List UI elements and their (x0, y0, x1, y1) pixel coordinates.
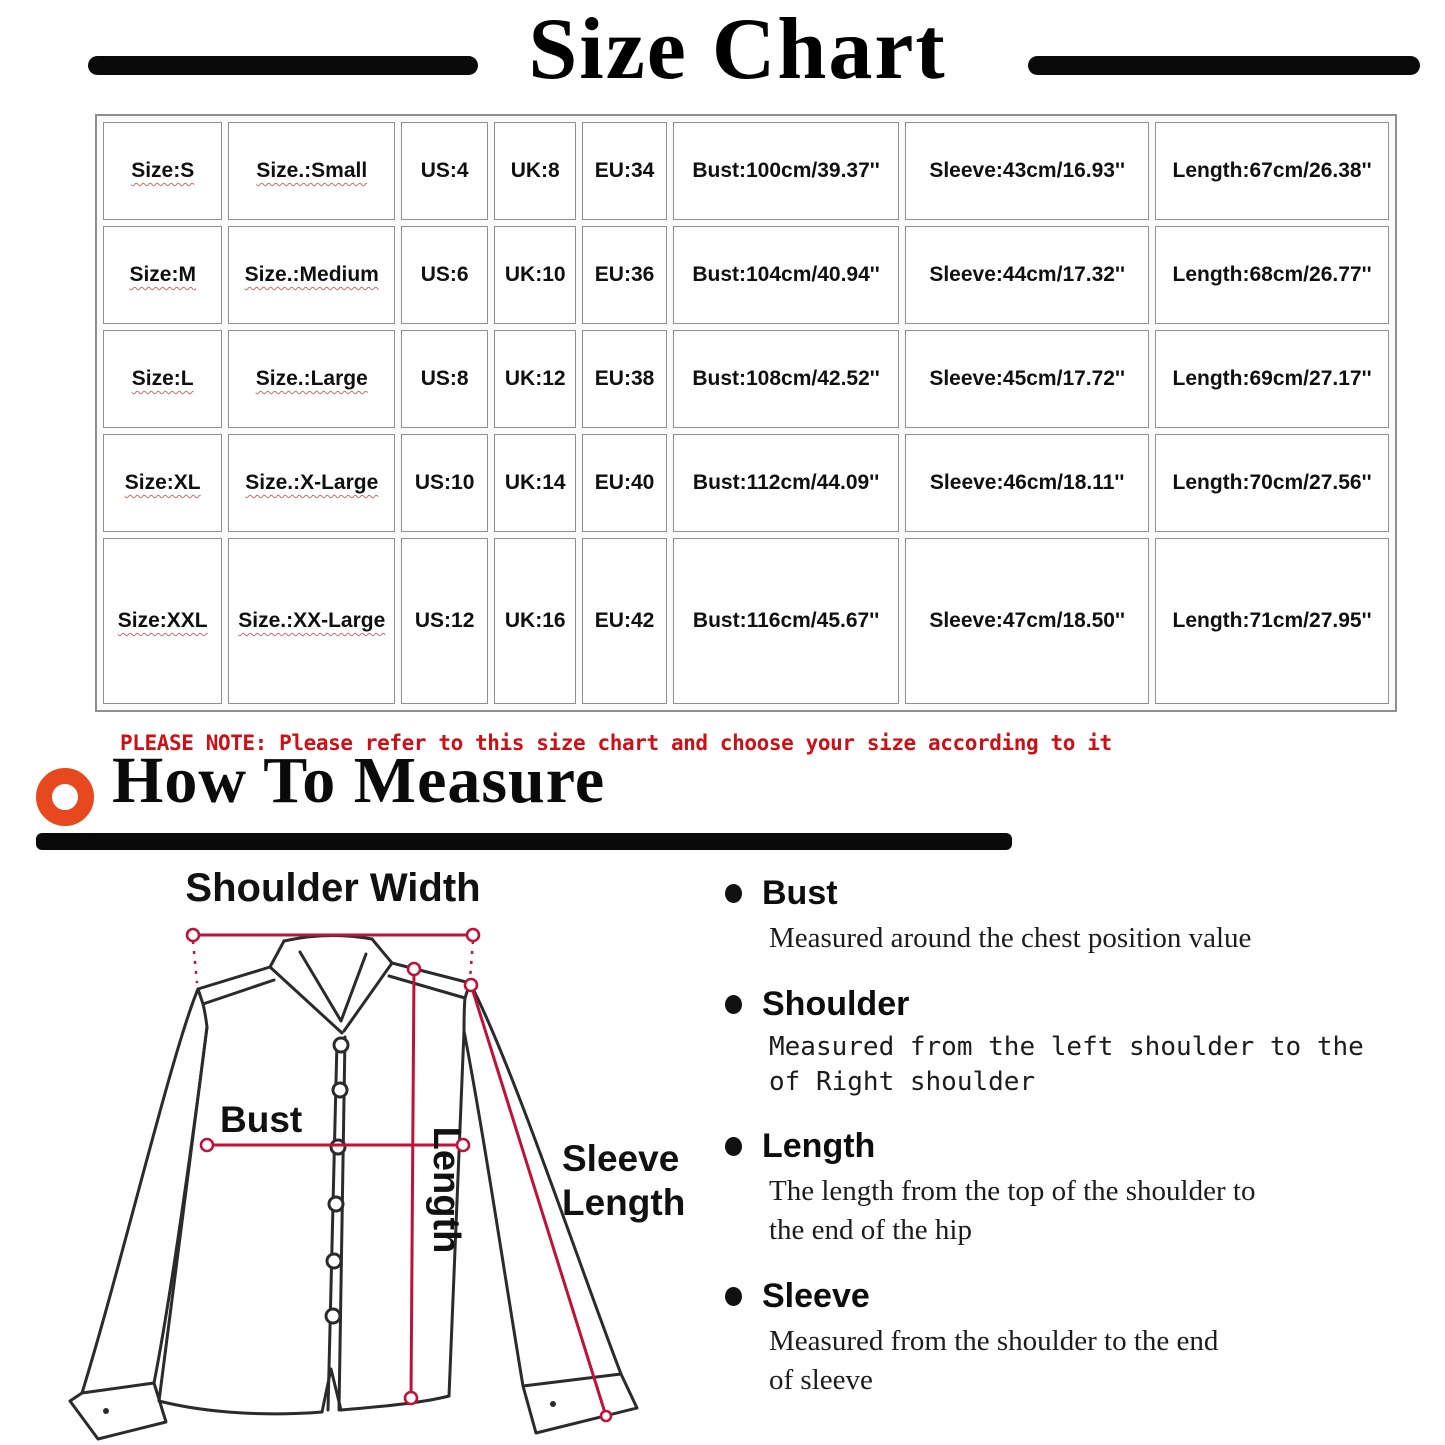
cell-uk: UK:8 (494, 122, 577, 220)
bullet-icon (725, 883, 742, 903)
measure-description-line: of Right shoulder (769, 1066, 1036, 1097)
table-row: Size:XL Size.:X-Large US:10 UK:14 EU:40 Bust:… (103, 434, 1389, 532)
cell-bust: Bust:100cm/39.37'' (672, 122, 900, 220)
cell-uk: UK:10 (494, 226, 577, 324)
size-table-frame: Size:S Size.:Small US:4 UK:8 EU:34 Bust:100cm… (95, 114, 1397, 712)
cell-size: Size:L (103, 330, 223, 428)
cell-bust: Bust:108cm/42.52'' (672, 330, 900, 428)
cell-size-name: Size.:Small (228, 122, 396, 220)
how-to-measure-title: How To Measure (112, 744, 606, 817)
cell-eu: EU:36 (582, 226, 667, 324)
measure-description: Measured around the chest position value (769, 919, 1437, 958)
label-bust: Bust (220, 1099, 302, 1140)
measure-description-line: Measured from the left shoulder to the (769, 1031, 1364, 1062)
cell-sleeve: Sleeve:43cm/16.93'' (905, 122, 1150, 220)
page-title: Size Chart (528, 1, 947, 98)
please-note-text: PLEASE NOTE: Please refer to this size c… (120, 731, 1112, 755)
cell-size: Size:XXL (103, 538, 223, 704)
cell-bust: Bust:116cm/45.67'' (672, 538, 900, 704)
cell-us: US:10 (401, 434, 489, 532)
cell-eu: EU:40 (582, 434, 667, 532)
measure-guide-item: Shoulder Measured from the left shoulder … (725, 984, 1437, 1100)
cell-sleeve: Sleeve:46cm/18.11'' (905, 434, 1150, 532)
measure-description: The length from the top of the shoulder … (769, 1172, 1437, 1250)
cell-length: Length:69cm/27.17'' (1155, 330, 1389, 428)
label-shoulder-width: Shoulder Width (185, 866, 480, 910)
measure-description-line: Measured around the chest position value (769, 921, 1252, 954)
cell-bust: Bust:104cm/40.94'' (672, 226, 900, 324)
cell-length: Length:71cm/27.95'' (1155, 538, 1389, 704)
cell-size: Size:S (103, 122, 223, 220)
cell-sleeve: Sleeve:45cm/17.72'' (905, 330, 1150, 428)
cell-sleeve: Sleeve:47cm/18.50'' (905, 538, 1150, 704)
jacket-diagram: Shoulder Width Bust Length Sleeve Length (68, 866, 685, 1441)
cell-size-name: Size.:Large (228, 330, 396, 428)
bullet-icon (725, 1136, 742, 1156)
cell-eu: EU:38 (582, 330, 667, 428)
measure-guide-item: Bust Measured around the chest position v… (725, 873, 1437, 958)
jacket-outline (68, 933, 639, 1441)
measure-description-line: the end of the hip (769, 1213, 972, 1246)
cell-length: Length:67cm/26.38'' (1155, 122, 1389, 220)
label-sleeve-length-line1: Sleeve (562, 1138, 679, 1179)
cell-uk: UK:16 (494, 538, 577, 704)
cell-bust: Bust:112cm/44.09'' (672, 434, 900, 532)
bullet-icon (725, 994, 742, 1014)
table-row: Size:S Size.:Small US:4 UK:8 EU:34 Bust:100cm… (103, 122, 1389, 220)
measure-term-label: Bust (762, 874, 838, 912)
table-row: Size:XXL Size.:XX-Large US:12 UK:16 EU:42 Bus… (103, 538, 1389, 704)
measure-guide-list: Bust Measured around the chest position v… (725, 873, 1437, 1426)
measure-description: Measured from the shoulder to the end of … (769, 1322, 1437, 1400)
table-row: Size:M Size.:Medium US:6 UK:10 EU:36 Bust:104… (103, 226, 1389, 324)
measure-description-line: of sleeve (769, 1363, 873, 1396)
cell-length: Length:70cm/27.56'' (1155, 434, 1389, 532)
measure-term-label: Shoulder (762, 984, 910, 1023)
cell-size-name: Size.:Medium (228, 226, 396, 324)
measure-guide-item: Length The length from the top of the sho… (725, 1126, 1437, 1250)
bullet-icon (725, 1286, 742, 1306)
measure-term: Shoulder (725, 984, 1437, 1025)
cell-us: US:6 (401, 226, 489, 324)
measure-term-label: Sleeve (762, 1277, 870, 1315)
heading-underline-bar (36, 833, 1012, 850)
label-length: Length (425, 1127, 467, 1254)
cell-us: US:8 (401, 330, 489, 428)
measurement-lines (191, 933, 608, 1417)
measurement-endpoints (185, 927, 613, 1423)
table-row: Size:L Size.:Large US:8 UK:12 EU:38 Bust:108c… (103, 330, 1389, 428)
title-rule-right (1028, 56, 1420, 75)
cell-size-name: Size.:X-Large (228, 434, 396, 532)
measure-description: Measured from the left shoulder to the of… (769, 1030, 1437, 1100)
cell-size-name: Size.:XX-Large (228, 538, 396, 704)
measure-term-label: Length (762, 1126, 876, 1165)
measure-guide-item: Sleeve Measured from the shoulder to the … (725, 1276, 1437, 1400)
placket-buttons (324, 1036, 350, 1325)
measure-description-line: Measured from the shoulder to the end (769, 1324, 1219, 1357)
label-sleeve-length-line2: Length (562, 1182, 685, 1223)
cuff-button-right (550, 1401, 556, 1407)
cell-size: Size:M (103, 226, 223, 324)
cell-eu: EU:34 (582, 122, 667, 220)
cell-uk: UK:14 (494, 434, 577, 532)
cell-us: US:12 (401, 538, 489, 704)
size-chart-table: Size:S Size.:Small US:4 UK:8 EU:34 Bust:100cm… (97, 116, 1395, 710)
title-rule-left (88, 56, 478, 75)
cell-sleeve: Sleeve:44cm/17.32'' (905, 226, 1150, 324)
measure-term: Length (725, 1126, 1437, 1167)
cell-length: Length:68cm/26.77'' (1155, 226, 1389, 324)
cuff-button-left (103, 1408, 109, 1414)
cell-eu: EU:42 (582, 538, 667, 704)
cell-us: US:4 (401, 122, 489, 220)
measure-description-line: The length from the top of the shoulder … (769, 1174, 1256, 1207)
cell-uk: UK:12 (494, 330, 577, 428)
measure-term: Sleeve (725, 1276, 1437, 1317)
cell-size: Size:XL (103, 434, 223, 532)
measure-term: Bust (725, 873, 1437, 914)
orange-ring-icon (36, 768, 94, 826)
